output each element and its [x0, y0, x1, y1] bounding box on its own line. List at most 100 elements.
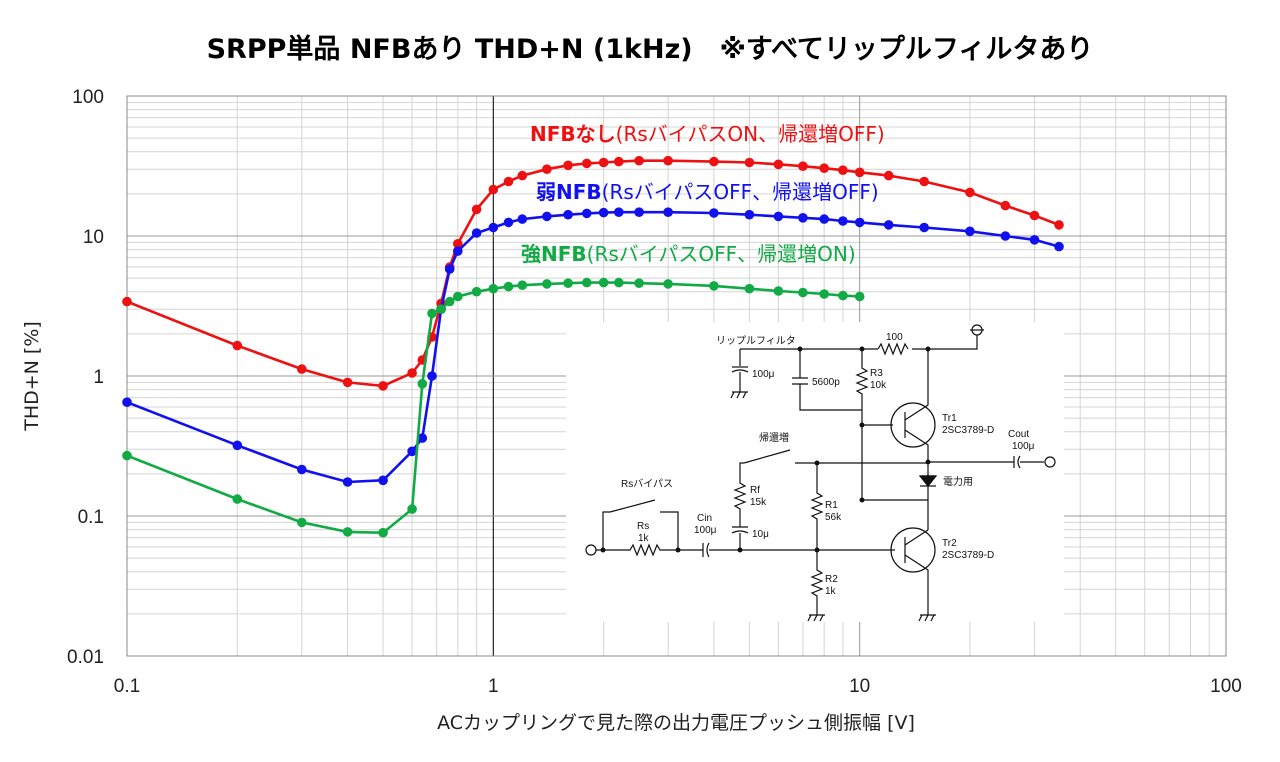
label-tr2: Tr2 — [942, 538, 957, 549]
label-5600p: 5600p — [812, 377, 840, 388]
label-cin: Cin — [697, 513, 712, 524]
series-label-nfb-none-rest: (RsバイパスON、帰還増OFF) — [616, 122, 885, 146]
data-point — [798, 287, 808, 298]
label-r3: R3 — [870, 368, 883, 379]
data-point — [838, 290, 848, 301]
data-point — [598, 207, 609, 218]
data-point — [122, 296, 132, 307]
data-point — [1029, 210, 1040, 221]
label-r2: R2 — [825, 574, 838, 585]
circuit-schematic: リップルフィルタ 100μ 5600p 100 R3 10k Tr1 2SC37… — [566, 322, 1064, 622]
label-diode: 電力用 — [943, 475, 973, 488]
data-point — [471, 204, 482, 215]
y-axis-label: THD+N [%] — [21, 321, 43, 432]
y-tick-label: 100 — [72, 87, 104, 108]
data-point — [471, 286, 482, 297]
data-point — [819, 163, 829, 173]
series-label-weak-nfb-rest: (RsバイパスOFF、帰還増OFF) — [602, 180, 879, 204]
series-0 — [122, 155, 1064, 391]
data-point — [598, 277, 609, 288]
label-tr1-part: 2SC3789-D — [942, 425, 994, 436]
data-point — [378, 381, 388, 391]
y-tick-label: 10 — [83, 227, 104, 248]
data-point — [663, 279, 673, 289]
label-ripple-filter: リップルフィルタ — [716, 335, 796, 347]
data-point — [417, 379, 428, 389]
data-point — [709, 208, 719, 218]
label-rf: Rf — [750, 485, 760, 496]
tick-labels: 0.1 1 10 100 0.01 0.1 1 10 100 — [67, 87, 1242, 697]
data-point — [773, 211, 784, 222]
data-point — [883, 170, 894, 181]
label-ripple-cap: 100μ — [752, 369, 775, 380]
data-point — [838, 165, 848, 175]
data-point — [563, 278, 573, 289]
data-point — [453, 246, 463, 256]
plot-frame — [126, 95, 1227, 657]
y-tick-label: 0.01 — [67, 647, 104, 668]
data-point — [232, 440, 243, 451]
data-point — [582, 208, 592, 219]
series-1 — [122, 207, 1064, 487]
data-point — [417, 433, 428, 443]
data-point — [488, 184, 499, 195]
data-point — [427, 308, 437, 319]
data-point — [378, 527, 388, 538]
label-rf-val: 15k — [750, 497, 767, 508]
data-point — [407, 446, 417, 457]
data-point — [773, 286, 784, 296]
y-tick-label: 0.1 — [78, 507, 104, 528]
data-point — [407, 504, 417, 514]
data-point — [517, 214, 528, 224]
data-point — [854, 217, 865, 228]
data-point — [444, 264, 455, 274]
data-point — [232, 494, 243, 504]
data-point — [542, 164, 552, 174]
data-point — [838, 216, 848, 226]
label-cout: Cout — [1008, 429, 1029, 440]
x-tick-label: 100 — [1210, 676, 1242, 697]
data-point — [709, 281, 719, 291]
label-r2-val: 1k — [825, 586, 837, 597]
data-point — [919, 222, 929, 233]
data-point — [232, 340, 243, 351]
label-rs-bypass: Rsバイパス — [621, 478, 673, 490]
label-rs-val: 1k — [638, 533, 650, 544]
data-point — [582, 158, 592, 169]
series-label-strong-nfb-rest: (RsバイパスOFF、帰還増ON) — [587, 242, 856, 266]
x-tick-label: 0.1 — [114, 676, 140, 697]
label-r1: R1 — [825, 500, 838, 511]
data-point — [634, 207, 644, 217]
data-point — [663, 155, 673, 166]
data-point — [614, 156, 624, 167]
data-point — [488, 222, 499, 233]
schematic-background — [566, 322, 1064, 622]
series-layer — [122, 155, 1064, 538]
data-point — [122, 397, 132, 408]
series-label-weak-nfb-bold: 弱NFB — [536, 180, 602, 204]
label-feedback-switch: 帰還増 — [759, 431, 789, 444]
label-cout-val: 100μ — [1012, 441, 1035, 452]
data-point — [919, 176, 929, 187]
data-point — [453, 239, 463, 249]
data-point — [122, 450, 132, 461]
data-point — [819, 214, 829, 224]
data-point — [709, 156, 719, 167]
label-cin-val: 100μ — [694, 525, 717, 536]
data-point — [378, 475, 388, 486]
data-point — [1054, 220, 1064, 230]
series-label-nfb-none-bold: NFBなし — [530, 122, 616, 146]
y-tick-label: 1 — [93, 367, 104, 388]
data-point — [427, 371, 437, 381]
data-point — [1029, 235, 1040, 245]
data-point — [503, 281, 514, 292]
series-label-strong-nfb: 強NFB(RsバイパスOFF、帰還増ON) — [521, 242, 856, 266]
data-point — [854, 291, 865, 302]
data-point — [634, 278, 644, 289]
data-point — [798, 161, 808, 171]
data-point — [854, 167, 865, 178]
x-tick-label: 10 — [849, 676, 870, 697]
data-point — [407, 368, 417, 378]
label-r3-val: 10k — [870, 380, 887, 391]
